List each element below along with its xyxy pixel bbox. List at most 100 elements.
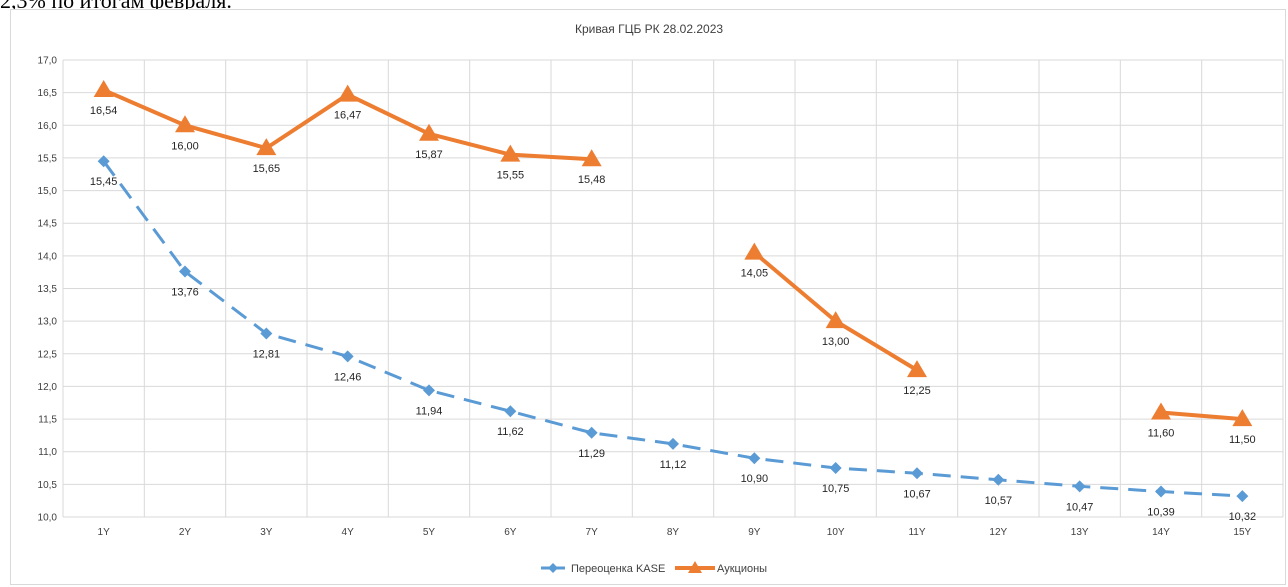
- x-tick-label: 7Y: [586, 527, 599, 538]
- y-tick-label: 10,0: [38, 513, 58, 524]
- series-lines: [102, 88, 1243, 498]
- data-label: 10,47: [1066, 501, 1094, 513]
- triangle-point: [1151, 402, 1171, 420]
- data-label: 15,45: [90, 176, 118, 188]
- data-label: 16,47: [334, 110, 362, 122]
- x-tick-label: 6Y: [504, 527, 517, 538]
- x-tick-label: 13Y: [1071, 527, 1089, 538]
- data-label: 15,55: [497, 170, 525, 182]
- data-label: 15,65: [253, 163, 281, 175]
- y-tick-label: 15,0: [38, 186, 58, 197]
- y-tick-label: 16,0: [38, 121, 58, 132]
- diamond-point: [667, 437, 679, 450]
- data-label: 15,48: [578, 174, 606, 186]
- legend-marker-auctions: [688, 561, 702, 573]
- series-line-1: [102, 160, 1243, 498]
- x-tick-label: 5Y: [423, 527, 436, 538]
- x-tick-label: 4Y: [342, 527, 355, 538]
- data-label: 10,57: [985, 495, 1013, 507]
- diamond-point: [260, 327, 273, 340]
- diamond-point: [992, 473, 1005, 486]
- data-label: 12,81: [253, 349, 281, 361]
- series-line-2: [1160, 410, 1243, 422]
- triangle-point: [337, 84, 358, 102]
- x-tick-label: 1Y: [98, 527, 111, 538]
- data-label: 11,62: [497, 426, 524, 438]
- legend-marker-kase: [548, 563, 558, 573]
- y-tick-label: 15,5: [38, 153, 58, 164]
- diamond-point: [1155, 485, 1167, 498]
- x-tick-label: 12Y: [989, 527, 1007, 538]
- diamond-point: [585, 426, 598, 439]
- data-label: 14,05: [741, 268, 769, 280]
- data-label: 12,25: [903, 385, 931, 397]
- gridlines: [62, 59, 1284, 518]
- diamond-point: [1236, 490, 1249, 503]
- x-tick-label: 10Y: [827, 527, 845, 538]
- x-tick-label: 3Y: [260, 527, 273, 538]
- y-tick-label: 13,0: [38, 317, 58, 328]
- data-label: 16,54: [90, 105, 118, 117]
- data-label: 10,67: [903, 488, 931, 500]
- data-label: 13,76: [171, 287, 199, 299]
- data-label: 10,75: [822, 483, 850, 495]
- diamond-point: [748, 452, 761, 465]
- y-tick-label: 17,0: [38, 56, 58, 67]
- diamond-point: [179, 265, 191, 278]
- triangle-point: [500, 144, 521, 162]
- y-tick-label: 12,0: [38, 382, 58, 393]
- y-tick-label: 14,0: [38, 251, 58, 262]
- triangle-point: [175, 115, 195, 133]
- data-label: 10,90: [741, 473, 769, 485]
- legend: Переоценка KASE Аукционы: [541, 561, 767, 575]
- x-tick-label: 9Y: [748, 527, 761, 538]
- data-label: 12,46: [334, 371, 362, 383]
- triangle-point: [93, 80, 114, 98]
- y-tick-label: 11,0: [38, 447, 57, 458]
- y-tick-label: 11,5: [38, 415, 57, 426]
- triangle-point: [581, 149, 602, 167]
- triangle-point: [825, 311, 846, 329]
- x-tick-label: 8Y: [667, 527, 680, 538]
- y-axis-ticks: 10,0 10,5 11,0 11,5 12,0 12,5 13,0 13,5 14,0 14,5…: [38, 56, 58, 524]
- chart-title: Кривая ГЦБ РК 28.02.2023: [575, 22, 723, 36]
- data-label: 11,50: [1229, 434, 1256, 446]
- data-label: 10,32: [1229, 511, 1257, 523]
- triangle-point: [907, 360, 927, 378]
- diamond-point: [911, 467, 923, 480]
- x-tick-label: 11Y: [908, 527, 925, 538]
- diamond-point: [341, 350, 354, 363]
- data-label: 15,87: [415, 149, 443, 161]
- y-tick-label: 14,5: [38, 219, 58, 230]
- x-tick-label: 15Y: [1233, 527, 1251, 538]
- x-tick-label: 2Y: [179, 527, 192, 538]
- diamond-point: [504, 405, 517, 418]
- y-tick-label: 16,5: [38, 88, 58, 99]
- triangle-point: [744, 242, 765, 260]
- data-label: 11,29: [578, 448, 605, 460]
- data-labels: 15,45 13,76 12,81 12,46 11,94 11,62 11,29 11,12…: [90, 105, 1256, 523]
- diamond-point: [423, 384, 435, 397]
- legend-label-auctions: Аукционы: [717, 563, 767, 575]
- legend-label-kase: Переоценка KASE: [571, 563, 665, 575]
- triangle-point: [1232, 409, 1253, 427]
- diamond-point: [829, 462, 842, 475]
- x-axis-ticks: 1Y 2Y 3Y 4Y 5Y 6Y 7Y 8Y 9Y 10Y 11Y 12Y 13Y 14Y 15Y: [98, 527, 1252, 538]
- data-label: 16,00: [171, 140, 199, 152]
- data-label: 11,60: [1148, 428, 1175, 440]
- diamond-point: [97, 155, 110, 168]
- data-label: 11,12: [660, 459, 687, 471]
- triangle-point: [419, 123, 439, 141]
- y-tick-label: 12,5: [38, 349, 58, 360]
- chart-area: Кривая ГЦБ РК 28.02.2023 10,0 10,5 11,0 11,…: [10, 9, 1286, 585]
- data-label: 11,94: [416, 405, 443, 417]
- y-tick-label: 10,5: [38, 480, 58, 491]
- series-markers: [93, 80, 1253, 503]
- line-chart: Кривая ГЦБ РК 28.02.2023 10,0 10,5 11,0 11,…: [38, 22, 1284, 575]
- triangle-point: [256, 138, 277, 156]
- data-label: 13,00: [822, 336, 850, 348]
- y-tick-label: 13,5: [38, 284, 58, 295]
- diamond-point: [1073, 480, 1086, 493]
- x-tick-label: 14Y: [1152, 527, 1170, 538]
- data-label: 10,39: [1147, 507, 1175, 519]
